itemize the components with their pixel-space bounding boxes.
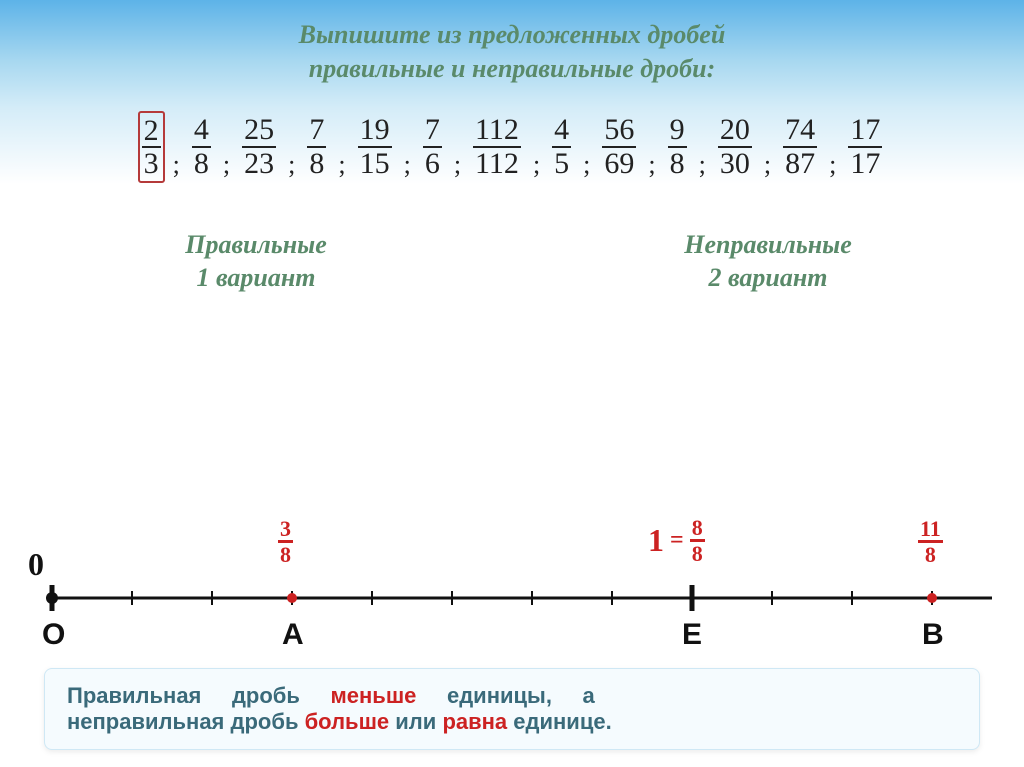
point-fraction-A: 38 (278, 516, 293, 566)
variant-left: Правильные 1 вариант (51, 228, 461, 296)
separator: ; (288, 150, 295, 180)
variant-right-line-1: Неправильные (563, 228, 973, 262)
fraction-numerator: 4 (552, 114, 571, 148)
fraction-denominator: 6 (423, 148, 442, 180)
point-label-B: B (922, 618, 944, 652)
fraction-denominator: 23 (242, 148, 276, 180)
separator: ; (699, 150, 706, 180)
fraction-numerator: 17 (848, 114, 882, 148)
fraction-numerator: 7 (307, 114, 326, 148)
rule-word-5: а (583, 683, 595, 708)
separator: ; (404, 150, 411, 180)
separator: ; (583, 150, 590, 180)
fraction-denominator: 17 (848, 148, 882, 180)
highlight-box (138, 111, 165, 183)
separator: ; (533, 150, 540, 180)
fraction-denominator: 87 (783, 148, 817, 180)
variant-left-line-2: 1 вариант (51, 261, 461, 295)
rule-word-10: единице. (513, 709, 611, 734)
variant-left-line-1: Правильные (51, 228, 461, 262)
fraction-denominator: 8 (192, 148, 211, 180)
fraction-7: 45 (552, 114, 571, 179)
fraction-12: 1717 (848, 114, 882, 179)
task-title: Выпишите из предложенных дробей правильн… (0, 0, 1024, 86)
fraction-numerator: 19 (358, 114, 392, 148)
fraction-11: 7487 (783, 114, 817, 179)
fraction-9: 98 (668, 114, 687, 179)
zero-label: 0 (28, 546, 44, 583)
fraction-denominator: 15 (358, 148, 392, 180)
variants-row: Правильные 1 вариант Неправильные 2 вари… (0, 228, 1024, 296)
fraction-numerator: 56 (602, 114, 636, 148)
fraction-5: 76 (423, 114, 442, 179)
fractions-row: 23;48;2523;78;1915;76;112112;45;5669;98;… (0, 114, 1024, 180)
rule-word-4: единицы, (447, 683, 552, 708)
number-line: 0 OA38E1=88B118X (32, 510, 992, 690)
point-label-A: A (282, 618, 304, 652)
separator: ; (454, 150, 461, 180)
point-label-O: O (42, 618, 65, 652)
fraction-denominator: 8 (668, 148, 687, 180)
point-label-E: E (682, 618, 702, 652)
fraction-denominator: 30 (718, 148, 752, 180)
fraction-denominator: 69 (602, 148, 636, 180)
point-fraction-B: 118 (918, 516, 943, 566)
fraction-3: 78 (307, 114, 326, 179)
fraction-denominator: 8 (307, 148, 326, 180)
point-one-eq: 1=88 (648, 516, 705, 565)
separator: ; (338, 150, 345, 180)
fraction-numerator: 25 (242, 114, 276, 148)
fraction-denominator: 5 (552, 148, 571, 180)
rule-word-3: меньше (331, 683, 417, 708)
fraction-numerator: 74 (783, 114, 817, 148)
number-line-svg (32, 510, 992, 690)
fraction-denominator: 112 (473, 148, 521, 180)
rule-word-1: Правильная (67, 683, 201, 708)
fraction-6: 112112 (473, 114, 521, 179)
separator: ; (173, 150, 180, 180)
fraction-1: 48 (192, 114, 211, 179)
fraction-4: 1915 (358, 114, 392, 179)
fraction-numerator: 112 (473, 114, 521, 148)
fraction-2: 2523 (242, 114, 276, 179)
fraction-numerator: 4 (192, 114, 211, 148)
rule-word-8: или (395, 709, 436, 734)
rule-word-7: больше (305, 709, 390, 734)
fraction-10: 2030 (718, 114, 752, 179)
title-line-2: правильные и неправильные дроби: (0, 52, 1024, 86)
rule-word-2: дробь (232, 683, 300, 708)
rule-word-9: равна (442, 709, 507, 734)
variant-right: Неправильные 2 вариант (563, 228, 973, 296)
separator: ; (648, 150, 655, 180)
fraction-numerator: 7 (423, 114, 442, 148)
fraction-8: 5669 (602, 114, 636, 179)
fraction-numerator: 20 (718, 114, 752, 148)
rule-word-6: неправильная дробь (67, 709, 298, 734)
variant-right-line-2: 2 вариант (563, 261, 973, 295)
title-line-1: Выпишите из предложенных дробей (0, 18, 1024, 52)
separator: ; (223, 150, 230, 180)
rule-box: Правильная дробь меньше единицы, а непра… (44, 668, 980, 750)
separator: ; (829, 150, 836, 180)
fraction-numerator: 9 (668, 114, 687, 148)
separator: ; (764, 150, 771, 180)
